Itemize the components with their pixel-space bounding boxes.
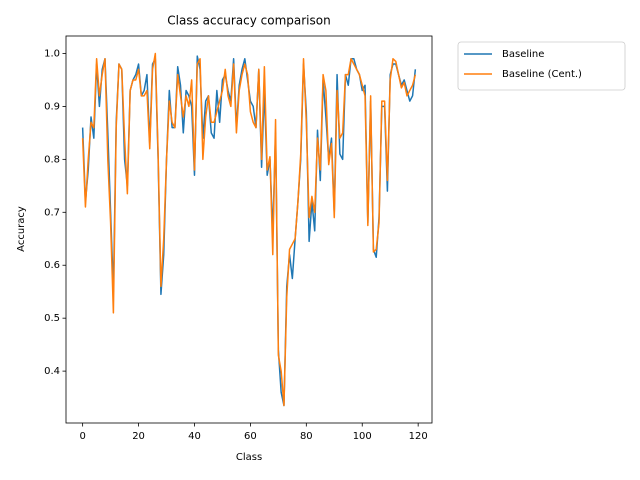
x-tick-label: 40	[188, 431, 201, 442]
legend-label: Baseline (Cent.)	[502, 69, 582, 80]
axes-frame	[65, 35, 433, 424]
x-tick-label: 120	[409, 431, 428, 442]
x-axis-label: Class	[236, 452, 262, 463]
x-tick-label: 60	[244, 431, 257, 442]
y-tick-label: 0.7	[44, 207, 60, 218]
legend-box	[457, 41, 626, 91]
y-tick-label: 1.0	[44, 48, 60, 59]
y-tick-label: 0.6	[44, 260, 60, 271]
legend-label: Baseline	[502, 49, 544, 60]
x-tick-label: 20	[132, 431, 145, 442]
x-tick-label: 100	[353, 431, 372, 442]
x-tick-label: 0	[79, 431, 85, 442]
y-axis-label: Accuracy	[16, 206, 27, 252]
y-tick-label: 0.8	[44, 154, 60, 165]
x-tick-label: 80	[300, 431, 313, 442]
chart-title: Class accuracy comparison	[167, 14, 330, 28]
line-series	[81, 52, 417, 407]
y-tick-label: 0.9	[44, 101, 60, 112]
y-tick-label: 0.4	[44, 366, 60, 377]
y-tick-label: 0.5	[44, 313, 60, 324]
